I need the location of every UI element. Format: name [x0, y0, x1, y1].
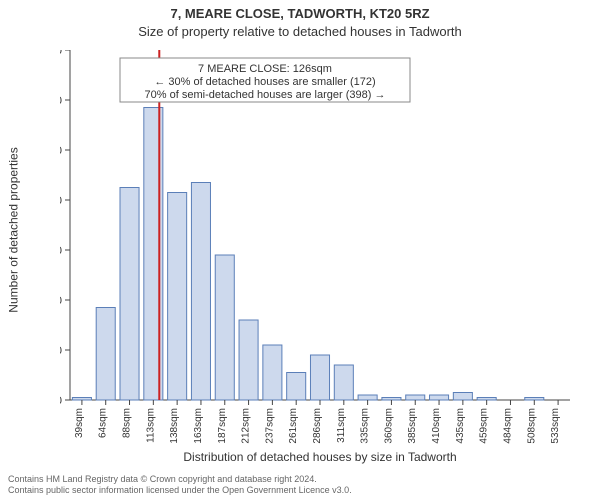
- histogram-svg: 0 20 40 60 80 100 120 140 39sqm 64sqm 88sqm 113sqm 1…: [60, 50, 580, 450]
- svg-text:88sqm: 88sqm: [122, 408, 133, 438]
- svg-text:0: 0: [60, 395, 62, 407]
- histogram-bar: [191, 183, 210, 401]
- svg-text:140: 140: [60, 50, 62, 57]
- svg-text:120: 120: [60, 95, 62, 107]
- svg-text:435sqm: 435sqm: [455, 408, 466, 444]
- svg-text:311sqm: 311sqm: [336, 408, 347, 443]
- histogram-bar: [477, 398, 496, 401]
- svg-text:60: 60: [60, 245, 62, 257]
- histogram-bar: [168, 193, 187, 401]
- svg-text:261sqm: 261sqm: [288, 408, 299, 444]
- histogram-plot: 02040608010012014039sqm64sqm88sqm113sqm1…: [60, 50, 580, 410]
- info-line1: 7 MEARE CLOSE: 126sqm: [198, 63, 332, 75]
- histogram-bar: [96, 308, 115, 401]
- svg-text:335sqm: 335sqm: [360, 408, 371, 444]
- histogram-bar: [430, 395, 449, 400]
- histogram-bar: [382, 398, 401, 401]
- svg-text:286sqm: 286sqm: [312, 408, 323, 444]
- footer-line2: Contains public sector information licen…: [8, 485, 352, 496]
- svg-text:80: 80: [60, 195, 62, 207]
- svg-text:40: 40: [60, 295, 62, 307]
- histogram-bar: [239, 320, 258, 400]
- svg-text:410sqm: 410sqm: [431, 408, 442, 444]
- histogram-bar: [358, 395, 377, 400]
- svg-text:484sqm: 484sqm: [502, 408, 513, 444]
- y-axis-label: Number of detached properties: [6, 50, 22, 410]
- svg-text:237sqm: 237sqm: [264, 408, 275, 444]
- svg-text:508sqm: 508sqm: [526, 408, 537, 444]
- svg-text:100: 100: [60, 145, 62, 157]
- histogram-bar: [310, 355, 329, 400]
- svg-text:138sqm: 138sqm: [169, 408, 180, 444]
- y-axis-label-text: Number of detached properties: [7, 147, 21, 312]
- svg-text:113sqm: 113sqm: [145, 408, 156, 443]
- histogram-bar: [263, 345, 282, 400]
- page-title-address: 7, MEARE CLOSE, TADWORTH, KT20 5RZ: [0, 6, 600, 21]
- svg-text:360sqm: 360sqm: [383, 408, 394, 444]
- info-line3: 70% of semi-detached houses are larger (…: [145, 89, 386, 101]
- histogram-bar: [72, 398, 91, 401]
- svg-text:163sqm: 163sqm: [193, 408, 204, 444]
- histogram-bar: [215, 255, 234, 400]
- footer-line1: Contains HM Land Registry data © Crown c…: [8, 474, 352, 485]
- histogram-bar: [453, 393, 472, 401]
- svg-text:20: 20: [60, 345, 62, 357]
- info-line2: ← 30% of detached houses are smaller (17…: [154, 76, 375, 88]
- histogram-bar: [334, 365, 353, 400]
- histogram-bar: [287, 373, 306, 401]
- svg-text:459sqm: 459sqm: [479, 408, 490, 444]
- footer-credits: Contains HM Land Registry data © Crown c…: [8, 474, 352, 496]
- svg-text:39sqm: 39sqm: [74, 408, 85, 438]
- histogram-bar: [525, 398, 544, 401]
- histogram-bar: [406, 395, 425, 400]
- svg-text:187sqm: 187sqm: [217, 408, 228, 444]
- histogram-bar: [120, 188, 139, 401]
- page-title-desc: Size of property relative to detached ho…: [0, 24, 600, 39]
- svg-text:212sqm: 212sqm: [241, 408, 252, 444]
- x-axis-label: Distribution of detached houses by size …: [60, 450, 580, 464]
- svg-text:64sqm: 64sqm: [98, 408, 109, 438]
- svg-text:533sqm: 533sqm: [550, 408, 561, 444]
- svg-text:385sqm: 385sqm: [407, 408, 418, 444]
